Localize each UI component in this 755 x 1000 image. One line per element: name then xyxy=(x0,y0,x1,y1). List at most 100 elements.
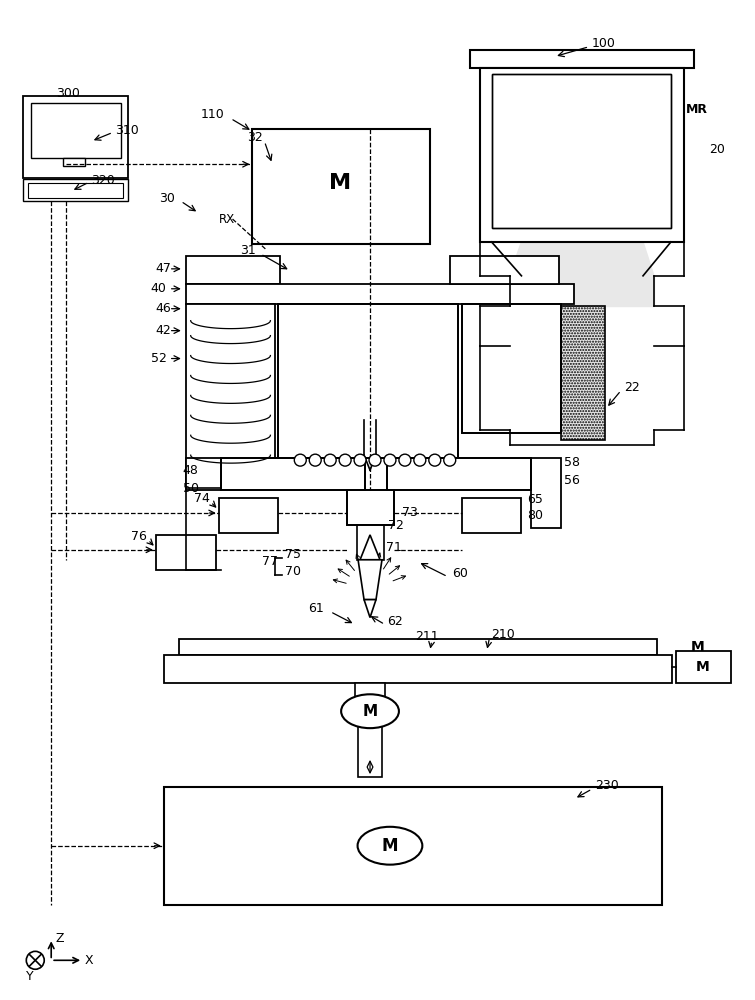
Circle shape xyxy=(310,454,321,466)
Circle shape xyxy=(429,454,441,466)
Bar xyxy=(462,304,561,433)
Text: 300: 300 xyxy=(56,87,80,100)
Text: 56: 56 xyxy=(564,474,580,487)
Bar xyxy=(220,458,365,490)
Bar xyxy=(462,498,522,533)
Polygon shape xyxy=(360,535,380,560)
Bar xyxy=(279,304,458,458)
Bar xyxy=(63,158,85,166)
Text: 76: 76 xyxy=(131,530,146,543)
Text: 30: 30 xyxy=(159,192,174,205)
Text: 62: 62 xyxy=(387,615,402,628)
Bar xyxy=(387,458,532,490)
Bar xyxy=(355,683,385,711)
Text: 310: 310 xyxy=(115,124,139,137)
Bar xyxy=(492,74,671,228)
Bar xyxy=(279,304,458,458)
Text: 210: 210 xyxy=(492,628,516,641)
Bar xyxy=(561,306,606,440)
Bar xyxy=(347,490,394,525)
Bar xyxy=(23,179,128,201)
Text: M: M xyxy=(382,837,398,855)
Bar xyxy=(358,725,382,777)
Text: 47: 47 xyxy=(156,262,171,275)
Bar xyxy=(470,50,694,68)
Text: 74: 74 xyxy=(194,492,210,505)
Polygon shape xyxy=(510,276,654,306)
Bar xyxy=(28,183,123,198)
Text: 72: 72 xyxy=(388,519,404,532)
Circle shape xyxy=(339,454,351,466)
Text: 40: 40 xyxy=(151,282,167,295)
Bar xyxy=(388,459,531,489)
Bar xyxy=(186,304,276,488)
Bar xyxy=(179,639,657,655)
Bar xyxy=(479,68,684,242)
Text: 52: 52 xyxy=(151,352,167,365)
Bar xyxy=(676,651,731,683)
Text: 65: 65 xyxy=(528,493,544,506)
Text: M: M xyxy=(691,640,704,654)
Bar xyxy=(387,458,532,490)
Bar xyxy=(186,256,280,284)
Text: M: M xyxy=(696,660,710,674)
Text: 32: 32 xyxy=(248,131,263,144)
Circle shape xyxy=(399,454,411,466)
Circle shape xyxy=(444,454,456,466)
Text: 75: 75 xyxy=(285,548,301,561)
Circle shape xyxy=(324,454,336,466)
Ellipse shape xyxy=(341,694,399,728)
Text: 48: 48 xyxy=(183,464,199,477)
Bar xyxy=(220,458,365,490)
Bar xyxy=(357,525,384,560)
Text: 61: 61 xyxy=(308,602,324,615)
Text: 230: 230 xyxy=(595,779,619,792)
Text: 31: 31 xyxy=(241,244,256,257)
Text: 60: 60 xyxy=(451,567,467,580)
Text: 50: 50 xyxy=(183,482,199,495)
Text: 80: 80 xyxy=(528,509,544,522)
Bar xyxy=(492,74,671,228)
Text: 22: 22 xyxy=(624,381,639,394)
Text: X: X xyxy=(85,954,94,967)
Bar xyxy=(186,458,220,490)
Bar xyxy=(186,284,575,304)
Circle shape xyxy=(26,951,45,969)
Text: 42: 42 xyxy=(156,324,171,337)
Text: M: M xyxy=(329,173,351,193)
Text: 100: 100 xyxy=(591,37,615,50)
Bar xyxy=(492,74,671,228)
Bar xyxy=(347,490,394,525)
Bar xyxy=(463,305,560,432)
Text: 73: 73 xyxy=(402,506,418,519)
Text: 320: 320 xyxy=(91,174,115,187)
Bar xyxy=(23,96,128,178)
Bar xyxy=(164,787,662,905)
Bar xyxy=(279,305,457,457)
Bar xyxy=(532,458,561,528)
Polygon shape xyxy=(358,560,382,600)
Text: M: M xyxy=(362,704,378,719)
Bar xyxy=(31,103,121,158)
Text: 46: 46 xyxy=(156,302,171,315)
Circle shape xyxy=(369,454,381,466)
Bar xyxy=(252,129,430,244)
Polygon shape xyxy=(510,242,654,276)
Polygon shape xyxy=(364,600,376,618)
Text: 20: 20 xyxy=(709,143,725,156)
Circle shape xyxy=(294,454,307,466)
Bar xyxy=(164,655,672,683)
Text: 211: 211 xyxy=(414,630,439,643)
Text: 70: 70 xyxy=(285,565,301,578)
Text: 71: 71 xyxy=(386,541,402,554)
Text: Y: Y xyxy=(26,970,33,983)
Text: RX: RX xyxy=(219,213,235,226)
Bar xyxy=(221,459,364,489)
Circle shape xyxy=(354,454,366,466)
Ellipse shape xyxy=(358,827,422,865)
Circle shape xyxy=(414,454,426,466)
Text: MR: MR xyxy=(686,103,708,116)
Circle shape xyxy=(384,454,396,466)
Text: 58: 58 xyxy=(564,456,581,469)
Text: 110: 110 xyxy=(201,108,224,121)
